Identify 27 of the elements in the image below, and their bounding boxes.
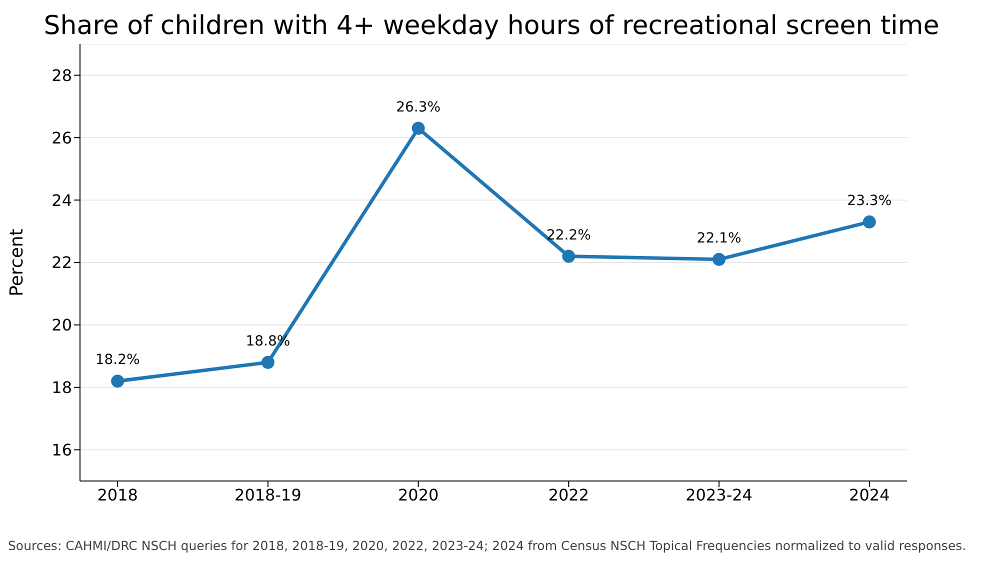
point <box>412 122 425 135</box>
chart-title: Share of children with 4+ weekday hours of recreational screen time <box>42 10 940 43</box>
data-label: 23.3% <box>847 192 892 209</box>
data-label: 26.3% <box>396 99 441 116</box>
y-tick-label: 22 <box>52 253 72 272</box>
data-label: 22.2% <box>546 227 591 244</box>
point <box>562 250 576 263</box>
y-axis-title: Percent <box>6 228 28 296</box>
data-label: 18.2% <box>95 352 140 368</box>
x-tick-label: 2018-19 <box>234 485 302 504</box>
y-tick-label: 16 <box>52 440 72 460</box>
x-tick-label: 2018 <box>97 485 138 504</box>
y-tick-label: 24 <box>52 190 72 210</box>
x-tick-label: 2022 <box>548 485 590 504</box>
x-tick-label: 2024 <box>849 485 890 504</box>
point <box>862 215 876 228</box>
point <box>712 252 726 266</box>
y-tick-label: 20 <box>52 316 72 335</box>
point <box>111 374 124 388</box>
x-tick-label: 2023-24 <box>686 485 752 504</box>
source-note: Sources: CAHMI/DRC NSCH queries for 2018, 2018-19, 2020, 2022, 2023-24; 2024 from Census NSCH Topical Frequencies normalized to valid responses. <box>8 538 968 553</box>
data-label: 22.1% <box>696 230 742 246</box>
y-tick-label: 26 <box>52 128 72 148</box>
y-tick-label: 28 <box>52 66 72 85</box>
y-tick-label: 18 <box>52 378 72 398</box>
x-tick-label: 2020 <box>398 485 439 504</box>
point <box>261 356 274 369</box>
